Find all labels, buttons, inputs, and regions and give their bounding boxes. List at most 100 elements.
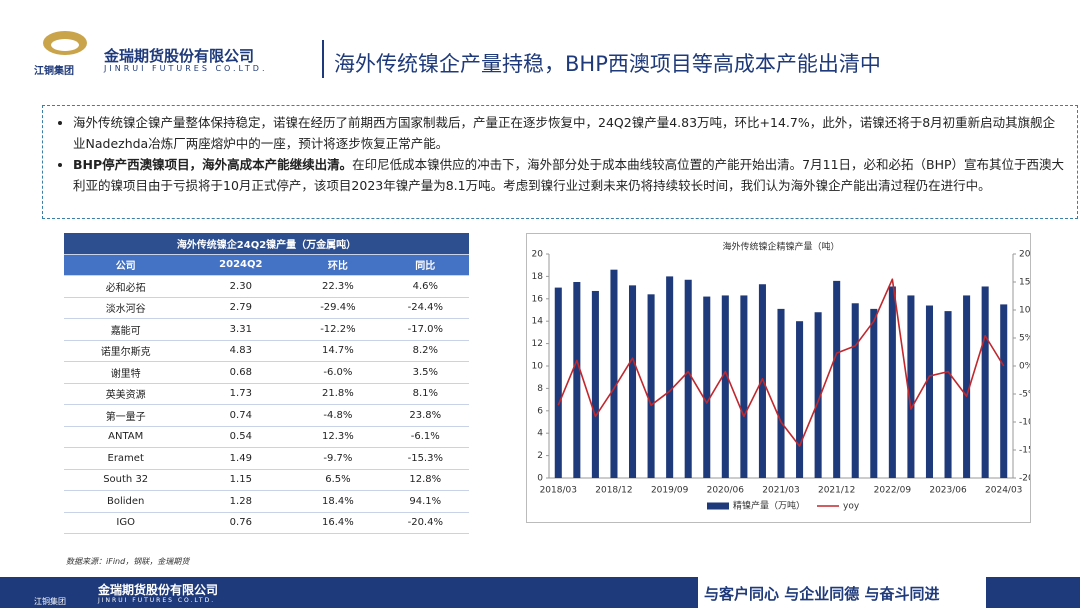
- bar: [573, 282, 581, 478]
- legend-swatch: [707, 502, 729, 510]
- table-cell: 2.79: [187, 297, 295, 319]
- bullet: BHP停产西澳镍项目，海外高成本产能继续出清。在印尼低成本镍供应的冲击下，海外部…: [73, 154, 1065, 196]
- table-cell: South 32: [64, 469, 188, 491]
- bar: [666, 276, 674, 478]
- x-tick-label: 2018/12: [595, 486, 632, 496]
- table-cell: 0.74: [187, 404, 295, 427]
- bar: [888, 286, 896, 478]
- x-tick-label: 2021/03: [762, 486, 799, 496]
- bar: [591, 290, 599, 478]
- y-tick-label: 12: [532, 339, 543, 349]
- y2-tick-label: 10%: [1019, 306, 1030, 316]
- table-cell: -29.4%: [294, 297, 382, 319]
- table-header: 公司: [64, 254, 188, 276]
- table-cell: 8.2%: [381, 340, 469, 362]
- table-cell: 第一量子: [64, 404, 188, 427]
- x-tick-label: 2020/06: [707, 486, 745, 496]
- bar: [981, 286, 989, 478]
- table-cell: -9.7%: [294, 447, 382, 470]
- table-cell: 12.8%: [381, 469, 469, 491]
- bar: [870, 308, 878, 478]
- bar: [721, 295, 729, 478]
- table-cell: 21.8%: [294, 383, 382, 405]
- table-header-row: 公司 2024Q2 环比 同比: [64, 254, 469, 276]
- y-tick-label: 6: [537, 406, 543, 416]
- bar: [628, 285, 637, 478]
- source: 数据来源：iFind，钢联，金瑞期货: [66, 557, 190, 566]
- table-cell: -12.2%: [294, 318, 382, 341]
- y2-tick-label: -10%: [1019, 418, 1030, 428]
- bar: [740, 295, 748, 478]
- legend-label: 精镍产量（万吨）: [733, 500, 805, 512]
- table-cell: 1.73: [187, 383, 295, 405]
- table-row: 淡水河谷 2.79 -29.4% -24.4%: [64, 297, 469, 319]
- bar: [777, 308, 785, 478]
- x-tick-label: 2023/06: [929, 486, 967, 496]
- bullet-text: 海外传统镍企镍产量整体保持稳定，诺镍在经历了前期西方国家制裁后，产量正在逐步恢复…: [73, 115, 1056, 151]
- table-cell: 0.76: [187, 512, 295, 534]
- bar: [703, 296, 711, 478]
- bullet-bold: BHP停产西澳镍项目，海外高成本产能继续出清。: [73, 157, 353, 172]
- table-cell: 3.31: [187, 318, 295, 341]
- bullet: 海外传统镍企镍产量整体保持稳定，诺镍在经历了前期西方国家制裁后，产量正在逐步恢复…: [73, 112, 1065, 154]
- x-tick-label: 2024/03: [985, 486, 1022, 496]
- table-cell: -6.1%: [381, 426, 469, 448]
- table-cell: 1.28: [187, 490, 295, 513]
- y2-tick-label: 20%: [1019, 250, 1030, 260]
- table-cell: -17.0%: [381, 318, 469, 341]
- table-wrap: 海外传统镍企24Q2镍产量（万金属吨） 公司 2024Q2 环比 同比 必和必拓 2.30 2…: [64, 233, 469, 534]
- y-tick-label: 18: [532, 272, 544, 282]
- table-cell: 嘉能可: [64, 318, 188, 341]
- table-cell: 1.15: [187, 469, 295, 491]
- x-tick-label: 2021/12: [818, 486, 855, 496]
- page-title: 海外传统镍企产量持稳，BHP西澳项目等高成本产能出清中: [334, 52, 881, 76]
- table-cell: -20.4%: [381, 512, 469, 534]
- bar: [907, 295, 915, 478]
- y-tick-label: 8: [537, 384, 543, 394]
- table-cell: 18.4%: [294, 490, 382, 513]
- bar: [684, 279, 692, 478]
- table-cell: -15.3%: [381, 447, 469, 470]
- x-tick-label: 2018/03: [540, 486, 577, 496]
- table-row: 必和必拓 2.30 22.3% 4.6%: [64, 275, 469, 298]
- table-row: 嘉能可 3.31 -12.2% -17.0%: [64, 318, 469, 341]
- table-row: 谢里特 0.68 -6.0% 3.5%: [64, 361, 469, 384]
- text-box: 海外传统镍企镍产量整体保持稳定，诺镍在经历了前期西方国家制裁后，产量正在逐步恢复…: [42, 105, 1078, 219]
- table-header: 同比: [381, 254, 469, 276]
- table-cell: IGO: [64, 512, 188, 534]
- table-cell: -6.0%: [294, 361, 382, 384]
- y-tick-label: 10: [532, 362, 544, 372]
- table-row: 诺里尔斯克 4.83 14.7% 8.2%: [64, 340, 469, 362]
- bar: [796, 321, 804, 478]
- table-cell: 14.7%: [294, 340, 382, 362]
- legend-label: yoy: [843, 502, 860, 512]
- footer-slogan-box: [698, 577, 986, 608]
- y-tick-label: 14: [532, 317, 544, 327]
- y2-tick-label: -20%: [1019, 474, 1030, 484]
- table-cell: 1.49: [187, 447, 295, 470]
- table-cell: 4.6%: [381, 275, 469, 298]
- y-tick-label: 20: [532, 250, 544, 260]
- bar: [963, 295, 971, 478]
- table-cell: 12.3%: [294, 426, 382, 448]
- company-en: JINRUI FUTURES CO.LTD.: [104, 64, 268, 73]
- y2-tick-label: -15%: [1019, 446, 1030, 456]
- chart-title: 海外传统镍企精镍产量（吨）: [722, 241, 839, 253]
- table-cell: Eramet: [64, 447, 188, 470]
- table-row: 第一量子 0.74 -4.8% 23.8%: [64, 404, 469, 427]
- table-row: 英美资源 1.73 21.8% 8.1%: [64, 383, 469, 405]
- table-cell: -4.8%: [294, 404, 382, 427]
- company-name: 金瑞期货股份有限公司: [104, 47, 255, 65]
- table-cell: 英美资源: [64, 383, 188, 405]
- footer-slogan: 与客户同心 与企业同德 与奋斗同进: [704, 585, 940, 603]
- table-cell: 23.8%: [381, 404, 469, 427]
- table-cell: 0.68: [187, 361, 295, 384]
- table-cell: 22.3%: [294, 275, 382, 298]
- bar: [851, 303, 859, 478]
- table-cell: ANTAM: [64, 426, 188, 448]
- y2-tick-label: -5%: [1019, 390, 1030, 400]
- bar: [1000, 304, 1008, 478]
- bar: [814, 312, 822, 478]
- table-cell: 2.30: [187, 275, 295, 298]
